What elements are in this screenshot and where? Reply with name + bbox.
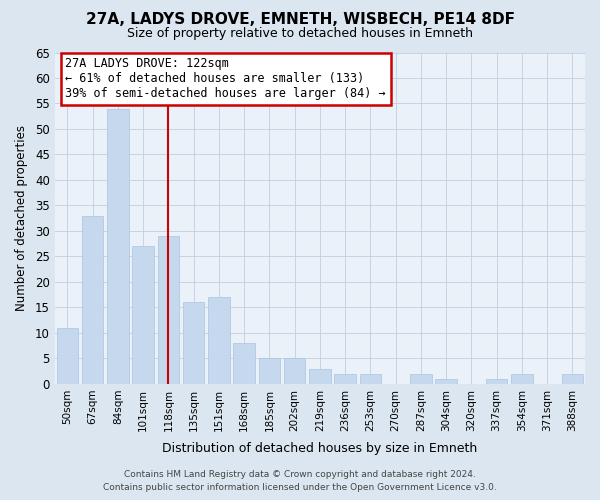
- Bar: [359, 374, 381, 384]
- Bar: [284, 358, 305, 384]
- Bar: [259, 358, 280, 384]
- Bar: [410, 374, 431, 384]
- Bar: [82, 216, 103, 384]
- Bar: [208, 297, 230, 384]
- Bar: [233, 343, 255, 384]
- Bar: [511, 374, 533, 384]
- Bar: [158, 236, 179, 384]
- Bar: [107, 108, 128, 384]
- Text: Contains HM Land Registry data © Crown copyright and database right 2024.
Contai: Contains HM Land Registry data © Crown c…: [103, 470, 497, 492]
- Text: Size of property relative to detached houses in Emneth: Size of property relative to detached ho…: [127, 28, 473, 40]
- Text: 27A LADYS DROVE: 122sqm
← 61% of detached houses are smaller (133)
39% of semi-d: 27A LADYS DROVE: 122sqm ← 61% of detache…: [65, 58, 386, 100]
- Bar: [183, 302, 205, 384]
- Bar: [133, 246, 154, 384]
- Y-axis label: Number of detached properties: Number of detached properties: [15, 125, 28, 311]
- Bar: [56, 328, 78, 384]
- Text: 27A, LADYS DROVE, EMNETH, WISBECH, PE14 8DF: 27A, LADYS DROVE, EMNETH, WISBECH, PE14 …: [86, 12, 515, 28]
- Bar: [562, 374, 583, 384]
- X-axis label: Distribution of detached houses by size in Emneth: Distribution of detached houses by size …: [162, 442, 478, 455]
- Bar: [436, 379, 457, 384]
- Bar: [486, 379, 508, 384]
- Bar: [309, 368, 331, 384]
- Bar: [334, 374, 356, 384]
